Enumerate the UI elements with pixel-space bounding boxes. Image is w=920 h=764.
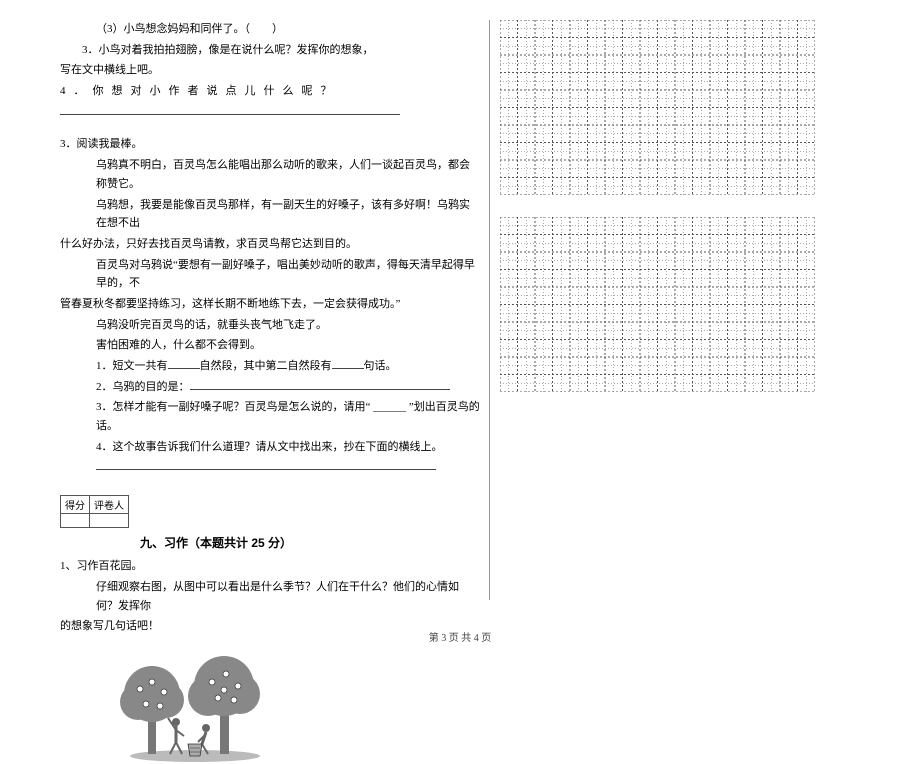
r-p4: 乌鸦没听完百灵鸟的话，就垂头丧气地飞走了。	[60, 316, 480, 335]
r-q4-blank	[60, 458, 480, 477]
task-t1: 1、习作百花园。	[60, 557, 480, 576]
q4-line: 4．你想对小作者说点儿什么呢？	[60, 82, 480, 101]
r-q2: 2．乌鸦的目的是：	[60, 378, 480, 397]
q4-blank	[60, 103, 480, 122]
q1-blank1	[168, 357, 200, 369]
q1a: 1．短文一共有	[96, 360, 168, 372]
q3-sub: 3．小鸟对着我拍拍翅膀，像是在说什么呢？发挥你的想象，	[60, 41, 480, 60]
q2-text: 2．乌鸦的目的是：	[96, 381, 190, 393]
r-p3a: 百灵鸟对乌鸦说“要想有一副好嗓子，唱出美妙动听的歌声，得每天清早起得早早的，不	[60, 256, 480, 293]
blank-line	[60, 103, 400, 115]
q4-blank-line	[96, 458, 436, 470]
page-footer: 第 3 页 共 4 页	[0, 629, 920, 644]
score-h1: 得分	[61, 496, 90, 514]
r-p2a: 乌鸦想，我要是能像百灵鸟那样，有一副天生的好嗓子，该有多好啊！乌鸦实在想不出	[60, 196, 480, 233]
q2-blank	[190, 378, 450, 390]
writing-grid-2	[500, 217, 880, 392]
q3-write: 写在文中横线上吧。	[60, 61, 480, 80]
left-column: （3）小鸟想念妈妈和同伴了。（ ） 3．小鸟对着我拍拍翅膀，像是在说什么呢？发挥…	[60, 20, 480, 600]
illustration	[120, 644, 480, 764]
r-p3b: 管春夏秋冬都要坚持练习，这样长期不断地练下去，一定会获得成功。”	[60, 295, 480, 314]
right-column	[500, 20, 880, 600]
q1-blank2	[332, 357, 364, 369]
r-q3: 3．怎样才能有一副好嗓子呢？百灵鸟是怎么说的，请用“ ______ ”划出百灵鸟…	[60, 398, 480, 435]
q1b: 自然段，其中第二自然段有	[200, 360, 332, 372]
score-h2: 评卷人	[90, 496, 129, 514]
column-divider	[489, 20, 490, 600]
reading-head: 3．阅读我最棒。	[60, 135, 480, 154]
writing-grid-1	[500, 20, 880, 195]
task-t2: 仔细观察右图，从图中可以看出是什么季节？人们在干什么？他们的心情如何？发挥你	[60, 578, 480, 615]
q3-line: （3）小鸟想念妈妈和同伴了。（ ）	[60, 20, 480, 39]
r-p5: 害怕困难的人，什么都不会得到。	[60, 336, 480, 355]
q1c: 句话。	[364, 360, 397, 372]
r-p2b: 什么好办法，只好去找百灵鸟请教，求百灵鸟帮它达到目的。	[60, 235, 480, 254]
score-table: 得分 评卷人	[60, 495, 129, 528]
r-p1: 乌鸦真不明白，百灵鸟怎么能唱出那么动听的歌来，人们一谈起百灵鸟，都会称赞它。	[60, 156, 480, 193]
q4-text: 4．你想对小作者说点儿什么呢？	[60, 85, 340, 97]
r-q4: 4．这个故事告诉我们什么道理？请从文中找出来，抄在下面的横线上。	[60, 438, 480, 457]
section9-title: 九、习作（本题共计 25 分）	[140, 534, 480, 551]
r-q1: 1．短文一共有 自然段，其中第二自然段有 句话。	[60, 357, 480, 376]
